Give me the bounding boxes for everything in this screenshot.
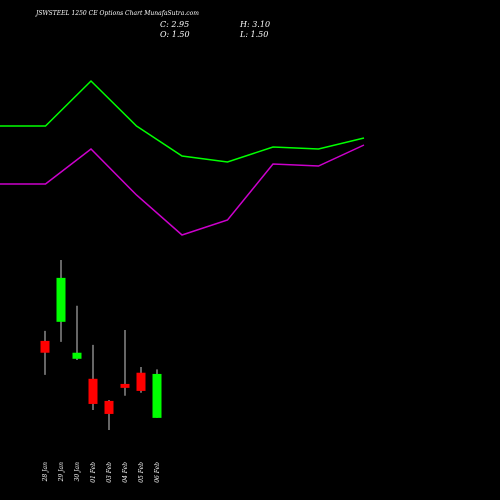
x-tick-label: 06 Feb (154, 462, 161, 483)
ohlc-close: C: 2.95 (160, 20, 189, 29)
candle-body (104, 400, 114, 414)
ohlc-open: O: 1.50 (160, 30, 190, 39)
candle-body (120, 383, 130, 388)
candle-body (72, 352, 82, 359)
x-tick-label: 04 Feb (122, 462, 129, 483)
x-tick-label: 03 Feb (106, 462, 113, 483)
candle-body (136, 372, 146, 391)
x-tick-label: 29 Jan (58, 462, 65, 483)
x-tick-label: 28 Jan (42, 462, 49, 483)
chart-title: JSWSTEEL 1250 CE Options Chart MunafaSut… (34, 10, 199, 17)
x-tick-label: 30 Jan (74, 462, 81, 482)
candle-body (88, 378, 98, 404)
candle-body (56, 277, 66, 322)
indicator-line (0, 79, 365, 163)
x-tick-label: 05 Feb (138, 462, 145, 483)
x-tick-label: 01 Feb (90, 462, 97, 483)
candle-body (152, 373, 162, 418)
ohlc-high: H: 3.10 (239, 20, 270, 29)
indicator-line (0, 144, 365, 236)
ohlc-low: L: 1.50 (239, 30, 268, 39)
candle-body (40, 340, 50, 353)
